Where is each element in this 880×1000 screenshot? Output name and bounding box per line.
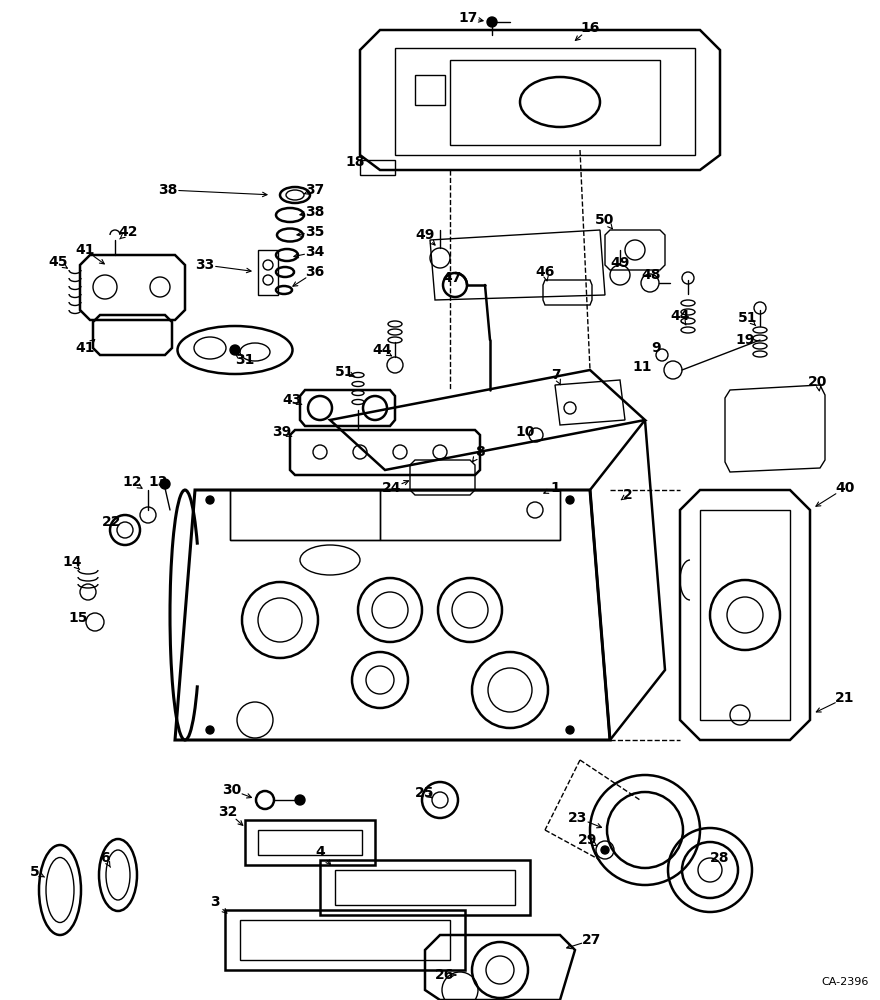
Text: 40: 40 [835,481,854,495]
Text: 18: 18 [345,155,364,169]
Text: 25: 25 [415,786,435,800]
Text: 51: 51 [738,311,758,325]
Text: 45: 45 [48,255,68,269]
Text: 30: 30 [223,783,242,797]
Text: 46: 46 [535,265,554,279]
Text: 3: 3 [210,895,220,909]
Circle shape [206,726,214,734]
Text: 14: 14 [62,555,82,569]
Text: 41: 41 [76,243,95,257]
Text: 21: 21 [835,691,854,705]
Text: 9: 9 [651,341,661,355]
Text: 8: 8 [475,445,485,459]
Text: 44: 44 [671,309,690,323]
Circle shape [387,357,403,373]
Text: 17: 17 [458,11,478,25]
Text: 22: 22 [102,515,121,529]
Circle shape [230,345,240,355]
Text: 4: 4 [315,845,325,859]
Text: 39: 39 [273,425,291,439]
Text: 28: 28 [710,851,730,865]
Text: 19: 19 [736,333,755,347]
Text: 49: 49 [611,256,630,270]
Circle shape [206,496,214,504]
Text: 44: 44 [372,343,392,357]
Text: 31: 31 [235,353,254,367]
Text: 20: 20 [809,375,828,389]
Text: 32: 32 [218,805,238,819]
Text: 1: 1 [550,481,560,495]
Circle shape [566,726,574,734]
Text: CA-2396: CA-2396 [821,977,869,987]
Circle shape [295,795,305,805]
Text: 16: 16 [580,21,599,35]
Text: 26: 26 [436,968,455,982]
Circle shape [601,846,609,854]
Text: 34: 34 [305,245,325,259]
Text: 24: 24 [382,481,402,495]
Circle shape [487,17,497,27]
Text: 5: 5 [30,865,40,879]
Text: 15: 15 [69,611,88,625]
Text: 37: 37 [305,183,325,197]
Text: 2: 2 [623,488,633,502]
Text: 6: 6 [100,851,110,865]
Text: 27: 27 [583,933,602,947]
Text: 47: 47 [443,271,462,285]
Circle shape [263,275,273,285]
Text: 36: 36 [305,265,325,279]
Circle shape [263,260,273,270]
Text: 12: 12 [122,475,142,489]
Text: 13: 13 [149,475,168,489]
Text: 50: 50 [595,213,615,227]
Text: 38: 38 [158,183,178,197]
Text: 7: 7 [551,368,561,382]
Text: 23: 23 [568,811,588,825]
Text: 35: 35 [305,225,325,239]
Text: 49: 49 [415,228,435,242]
Text: 11: 11 [632,360,652,374]
Text: 51: 51 [335,365,355,379]
Text: 33: 33 [195,258,215,272]
Circle shape [566,496,574,504]
Text: 10: 10 [516,425,535,439]
Circle shape [160,479,170,489]
Text: 42: 42 [118,225,138,239]
Text: 43: 43 [282,393,302,407]
Text: 41: 41 [76,341,95,355]
Text: 29: 29 [578,833,598,847]
Text: 38: 38 [305,205,325,219]
Text: 48: 48 [642,268,661,282]
